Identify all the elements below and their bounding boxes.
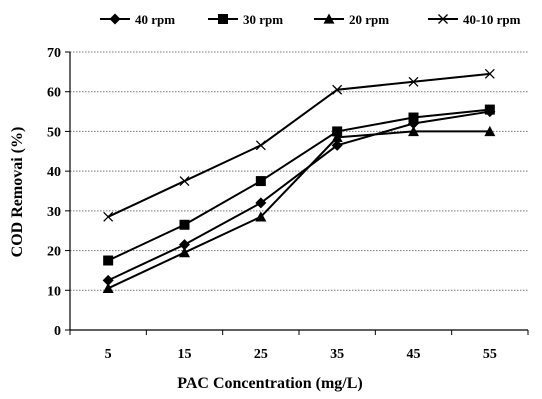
data-point-40-10-rpm — [408, 76, 419, 87]
x-tick-label: 55 — [483, 347, 497, 362]
data-point-30-rpm — [332, 126, 343, 137]
y-tick-label: 20 — [47, 245, 61, 260]
x-tick-label: 15 — [178, 347, 192, 362]
series-line-40-10-rpm — [107, 72, 490, 218]
legend-label: 40-10 rpm — [463, 12, 521, 27]
x-tick-label: 5 — [105, 347, 112, 362]
legend-marker — [323, 13, 335, 24]
x-marker-stroke — [255, 140, 266, 151]
data-point-40-rpm — [255, 197, 267, 209]
series-30-rpm — [103, 104, 495, 266]
legend-label: 30 rpm — [243, 12, 283, 27]
y-tick-label: 60 — [47, 86, 61, 101]
data-point-40-10-rpm — [179, 176, 190, 187]
data-point-30-rpm — [179, 219, 190, 230]
legend-item-30-rpm: 30 rpm — [208, 12, 283, 27]
x-marker-stroke — [484, 68, 495, 79]
data-point-20-rpm — [179, 247, 190, 258]
series-line-30-rpm — [107, 108, 490, 262]
data-point-40-10-rpm — [255, 140, 266, 151]
data-point-20-rpm — [102, 282, 114, 293]
x-tick-label: 45 — [407, 347, 421, 362]
legend-marker — [438, 14, 448, 24]
axes — [65, 51, 529, 335]
data-point-30-rpm — [408, 112, 419, 123]
series-line-20-rpm — [107, 130, 490, 290]
data-point-40-rpm — [102, 274, 114, 286]
x-tick-label: 35 — [330, 347, 344, 362]
x-tick-label: 25 — [254, 347, 268, 362]
x-marker-stroke — [103, 211, 114, 222]
y-tick-label: 50 — [47, 125, 61, 140]
x-marker-stroke — [438, 14, 448, 24]
series-40-rpm — [102, 106, 496, 286]
y-tick-label: 30 — [47, 205, 61, 220]
x-marker-stroke — [332, 84, 343, 95]
legend-item-40-10-rpm: 40-10 rpm — [428, 12, 521, 27]
data-point-40-10-rpm — [103, 211, 114, 222]
series-20-rpm — [102, 125, 496, 293]
data-point-30-rpm — [484, 104, 495, 115]
legend-marker — [218, 14, 228, 24]
data-point-30-rpm — [103, 255, 114, 266]
legend-marker — [109, 13, 121, 25]
data-point-40-rpm — [179, 239, 190, 251]
y-tick-label: 40 — [47, 165, 61, 180]
data-point-40-rpm — [331, 139, 343, 151]
series-40-10-rpm — [103, 68, 495, 222]
grid-lines — [70, 51, 528, 291]
data-point-30-rpm — [255, 176, 266, 187]
x-marker-stroke — [408, 76, 419, 87]
y-tick-label: 0 — [54, 324, 61, 339]
data-point-20-rpm — [408, 125, 419, 137]
legend-item-20-rpm: 20 rpm — [314, 12, 389, 27]
data-point-20-rpm — [484, 125, 496, 137]
data-point-40-10-rpm — [332, 84, 343, 95]
data-point-20-rpm — [255, 211, 267, 222]
legend-item-40-rpm: 40 rpm — [100, 12, 175, 27]
tick-labels: 0 10 20 30 40 50 60 70 5 15 25 35 45 55 — [47, 46, 497, 362]
x-marker-stroke — [179, 176, 190, 187]
series-line-40-rpm — [107, 110, 490, 282]
x-axis-title: PAC Concentration (mg/L) — [177, 375, 362, 392]
y-axis-title: COD Removai (%) — [9, 127, 26, 258]
data-point-40-10-rpm — [484, 68, 495, 79]
legend-label: 20 rpm — [349, 12, 389, 27]
data-point-20-rpm — [331, 131, 343, 143]
y-tick-label: 70 — [47, 46, 61, 61]
y-tick-label: 10 — [47, 284, 61, 299]
legend: 40 rpm 30 rpm 20 rpm 40-10 rpm — [100, 12, 521, 27]
legend-label: 40 rpm — [135, 12, 175, 27]
series — [102, 68, 496, 293]
